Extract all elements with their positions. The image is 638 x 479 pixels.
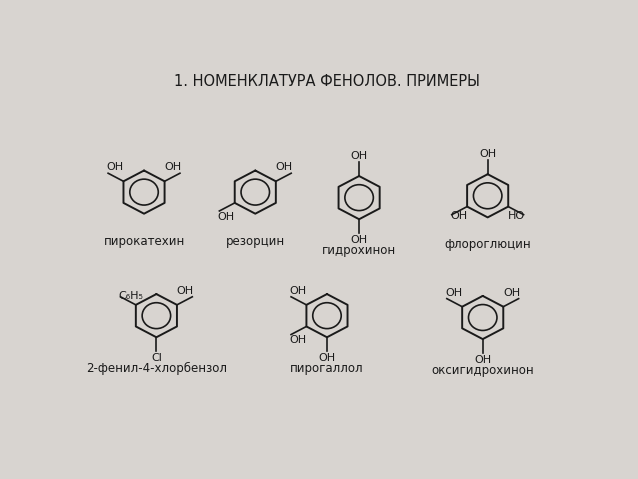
Text: пирокатехин: пирокатехин bbox=[103, 235, 184, 248]
Text: OH: OH bbox=[218, 212, 235, 222]
Text: 2-фенил-4-хлорбензол: 2-фенил-4-хлорбензол bbox=[86, 362, 227, 375]
Text: резорцин: резорцин bbox=[226, 235, 285, 248]
Text: OH: OH bbox=[450, 210, 467, 220]
Text: флороглюцин: флороглюцин bbox=[444, 238, 531, 251]
Text: OH: OH bbox=[350, 235, 367, 245]
Text: оксигидрохинон: оксигидрохинон bbox=[431, 364, 534, 376]
Text: пирогаллол: пирогаллол bbox=[290, 362, 364, 375]
Text: OH: OH bbox=[276, 162, 293, 172]
Text: OH: OH bbox=[165, 162, 182, 172]
Text: OH: OH bbox=[474, 354, 491, 365]
Text: OH: OH bbox=[350, 150, 367, 160]
Text: 1. НОМЕНКЛАТУРА ФЕНОЛОВ. ПРИМЕРЫ: 1. НОМЕНКЛАТУРА ФЕНОЛОВ. ПРИМЕРЫ bbox=[174, 74, 480, 89]
Text: гидрохинон: гидрохинон bbox=[322, 244, 396, 257]
Text: OH: OH bbox=[290, 286, 307, 296]
Text: OH: OH bbox=[445, 288, 463, 298]
Text: HO: HO bbox=[508, 210, 525, 220]
Text: OH: OH bbox=[503, 288, 520, 298]
Text: OH: OH bbox=[290, 335, 307, 345]
Text: OH: OH bbox=[318, 353, 336, 363]
Text: OH: OH bbox=[177, 286, 194, 296]
Text: Cl: Cl bbox=[151, 353, 162, 363]
Text: OH: OH bbox=[107, 162, 124, 172]
Text: C₆H₅: C₆H₅ bbox=[119, 291, 144, 301]
Text: OH: OH bbox=[479, 148, 496, 159]
